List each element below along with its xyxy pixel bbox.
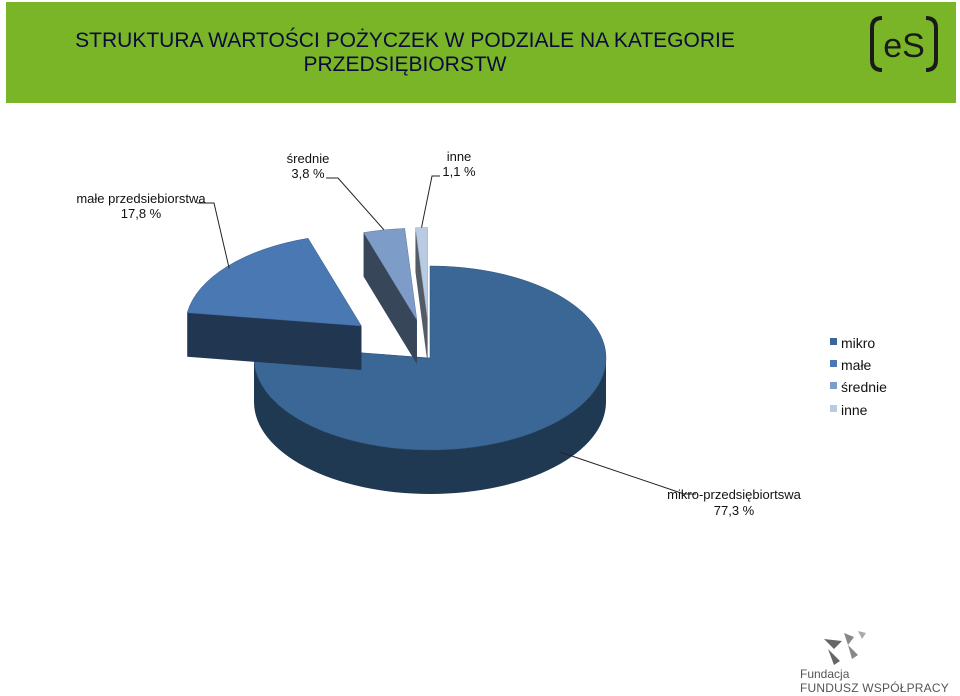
- footer-line-1: Fundacja: [800, 667, 850, 681]
- fundacja-logo: [824, 631, 866, 665]
- legend: mikro małe średnie inne: [830, 335, 887, 418]
- label-mikro-value: 77,3 %: [714, 503, 755, 518]
- pie-slice-srednie-wall-1: [363, 232, 417, 365]
- pie-slice-inne: [415, 227, 428, 364]
- label-male-value: 17,8 %: [121, 206, 162, 221]
- legend-entry-srednie: średnie: [841, 379, 887, 395]
- pie-slice-inne-top: [415, 227, 428, 320]
- leader-lines: [197, 175, 696, 495]
- footer-line-2: FUNDUSZ WSPÓŁPRACY: [800, 681, 949, 695]
- page-title: STRUKTURA WARTOŚCI POŻYCZEK W PODZIALE N…: [0, 29, 810, 77]
- legend-entry-inne: inne: [841, 402, 868, 418]
- pie-slice-male: [186, 238, 362, 370]
- leader-line-inne: [421, 175, 440, 228]
- pie-slice-mikro-side: [254, 358, 606, 494]
- leader-line-male: [197, 202, 230, 269]
- pie-slice-srednie-top: [363, 228, 418, 321]
- legend-entry-mikro: mikro: [841, 335, 875, 351]
- label-male-name: małe przedsiebiorstwa: [76, 191, 206, 206]
- title-line-2: PRZEDSIĘBIORSTW: [303, 53, 507, 76]
- label-inne-name: inne: [447, 149, 472, 164]
- pie-slice-srednie: [363, 228, 418, 365]
- pie-slice-inne-wall-1: [415, 227, 428, 364]
- legend-swatch-mikro: [830, 338, 837, 345]
- logo-text: eS: [883, 27, 925, 65]
- legend-swatch-male: [830, 360, 837, 367]
- leader-line-srednie: [326, 177, 385, 231]
- legend-swatch-inne: [830, 405, 837, 412]
- es-logo: eS: [870, 16, 938, 72]
- label-srednie-name: średnie: [287, 151, 330, 166]
- header-banner: [6, 2, 956, 103]
- pie-slice-mikro-top: [253, 265, 607, 451]
- label-srednie-value: 3,8 %: [291, 166, 325, 181]
- label-inne-value: 1,1 %: [442, 164, 476, 179]
- legend-swatch-srednie: [830, 382, 837, 389]
- pie-slices: [186, 227, 607, 494]
- pie-slice-male-top: [186, 238, 362, 327]
- leader-line-mikro: [559, 451, 696, 495]
- legend-entry-male: małe: [841, 357, 872, 373]
- title-line-1: STRUKTURA WARTOŚCI POŻYCZEK W PODZIALE N…: [75, 29, 735, 52]
- label-mikro-name: mikro-przedsiębiortswa: [667, 487, 801, 502]
- pie-slice-male-wall-1: [187, 312, 362, 370]
